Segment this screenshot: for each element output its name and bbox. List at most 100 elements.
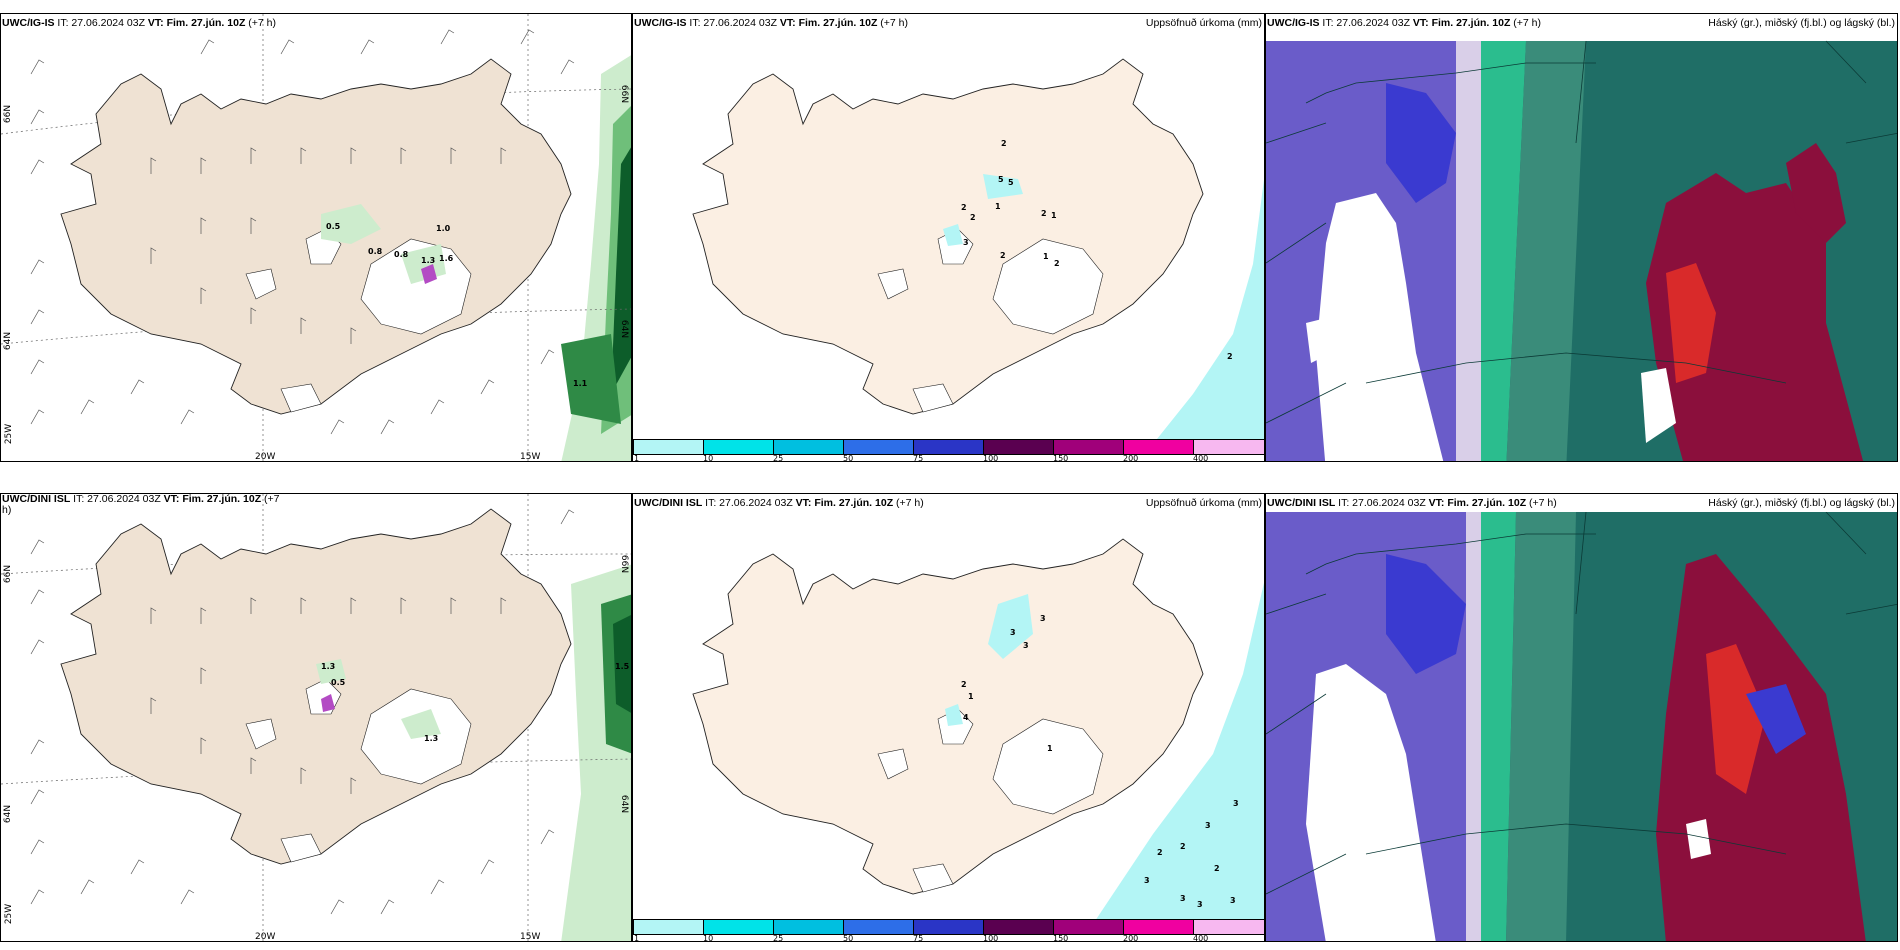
lat-label-66n: 66N [3, 104, 14, 124]
lon-label-15w: 15W [520, 452, 541, 462]
legend-swatch [913, 439, 984, 455]
init-time: IT: 27.06.2024 03Z [57, 17, 145, 29]
legend-swatch [633, 439, 704, 455]
legend-swatch [983, 919, 1054, 935]
precip-legend: 1 10 25 50 75 100 150 200 400 [633, 439, 1264, 461]
legend-swatch [773, 439, 844, 455]
precip-value: 3 [963, 238, 969, 247]
precip-value: 1.3 [424, 734, 439, 743]
panel-header: UWC/DINI ISL IT: 27.06.2024 03Z VT: Fim.… [1267, 497, 1557, 509]
legend-swatch [843, 439, 914, 455]
lon-label-20w: 20W [255, 452, 276, 462]
legend-swatch [703, 919, 774, 935]
init-time: IT: 27.06.2024 03Z [1338, 497, 1426, 509]
legend-swatch [633, 919, 704, 935]
precip-value: 1.3 [421, 256, 436, 265]
precip-value: 1 [1043, 252, 1049, 261]
panel-top-left-wind-map: UWC/IG-IS IT: 27.06.2024 03Z VT: Fim. 27… [0, 13, 632, 462]
lat-label-64n-right: 64N [619, 319, 630, 339]
cloud-map-graphic [1266, 512, 1897, 941]
lead-time-cont: h) [2, 504, 12, 516]
legend-tick: 75 [913, 934, 924, 942]
precip-value: 0.8 [394, 250, 409, 259]
wind-barbs [30, 509, 575, 915]
lat-label-64n: 64N [3, 331, 14, 351]
wind-map-graphic [1, 494, 631, 941]
legend-tick: 1 [634, 454, 640, 462]
panel-header: UWC/IG-IS IT: 27.06.2024 03Z VT: Fim. 27… [2, 17, 276, 29]
precip-value: 3 [1205, 821, 1211, 830]
precip-value: 2 [1227, 352, 1233, 361]
valid-time: VT: Fim. 27.jún. 10Z [147, 17, 246, 29]
legend-tick: 150 [1053, 934, 1069, 942]
legend-tick: 75 [913, 454, 924, 462]
legend-swatch [1123, 919, 1194, 935]
precip-value: 3 [1197, 900, 1203, 909]
precip-legend: 1 10 25 50 75 100 150 200 400 [633, 919, 1264, 941]
legend-tick: 200 [1123, 454, 1139, 462]
legend-tick: 100 [983, 454, 999, 462]
precip-value: 2 [1041, 209, 1047, 218]
panel-bottom-mid-precip-map: UWC/DINI ISL IT: 27.06.2024 03Z VT: Fim.… [632, 493, 1265, 942]
legend-tick: 150 [1053, 454, 1069, 462]
init-time: IT: 27.06.2024 03Z [1322, 17, 1410, 29]
field-title: Uppsöfnuð úrkoma (mm) [1145, 497, 1262, 509]
valid-time: VT: Fim. 27.jún. 10Z [163, 493, 262, 505]
lon-label-20w: 20W [255, 932, 276, 942]
precip-value: 1.6 [439, 254, 454, 263]
valid-time: VT: Fim. 27.jún. 10Z [795, 497, 894, 509]
lat-label-64n-right: 64N [619, 794, 630, 814]
field-title: Háský (gr.), miðský (fj.bl.) og lágský (… [1708, 497, 1895, 509]
legend-tick: 50 [843, 454, 854, 462]
precip-value: 3 [1023, 641, 1029, 650]
panel-top-mid-precip-map: UWC/IG-IS IT: 27.06.2024 03Z VT: Fim. 27… [632, 13, 1265, 462]
lon-label-25w: 25W [4, 423, 15, 445]
lead-time: (+7 [264, 493, 280, 505]
precip-value: 2 [1180, 842, 1186, 851]
precip-value: 3 [1010, 628, 1016, 637]
precip-value: 1.3 [321, 662, 336, 671]
precip-value: 2 [970, 213, 976, 222]
field-title: Háský (gr.), miðský (fj.bl.) og lágský (… [1708, 17, 1895, 29]
model-name: UWC/DINI ISL [1267, 497, 1336, 509]
init-time: IT: 27.06.2024 03Z [705, 497, 793, 509]
lat-label-66n: 66N [3, 564, 14, 584]
precip-value: 1.1 [573, 379, 588, 388]
precip-value: 2 [961, 680, 967, 689]
precip-value: 1.0 [436, 224, 451, 233]
precip-value: 1 [995, 202, 1001, 211]
precip-value: 4 [963, 713, 969, 722]
precip-value: 3 [1180, 894, 1186, 903]
legend-swatch [983, 439, 1054, 455]
model-name: UWC/IG-IS [2, 17, 55, 29]
legend-swatch [1193, 439, 1264, 455]
wind-map-graphic [1, 14, 631, 461]
legend-tick: 100 [983, 934, 999, 942]
precip-value: 2 [1000, 251, 1006, 260]
panel-header: UWC/IG-IS IT: 27.06.2024 03Z VT: Fim. 27… [1267, 17, 1541, 29]
model-name: UWC/IG-IS [634, 17, 687, 29]
precip-value: 0.5 [326, 222, 341, 231]
legend-tick: 25 [773, 934, 784, 942]
panel-top-right-cloud-map: UWC/IG-IS IT: 27.06.2024 03Z VT: Fim. 27… [1265, 13, 1898, 462]
panel-header: UWC/IG-IS IT: 27.06.2024 03Z VT: Fim. 27… [634, 17, 908, 29]
cloud-map-graphic [1266, 40, 1897, 461]
legend-swatch [843, 919, 914, 935]
lon-label-25w: 25W [4, 903, 15, 925]
precip-value: 2 [961, 203, 967, 212]
legend-tick: 10 [703, 454, 714, 462]
precip-value: 3 [1230, 896, 1236, 905]
legend-tick: 1 [634, 934, 640, 942]
lat-label-66n-right: 66N [619, 84, 630, 104]
panel-bottom-right-cloud-map: UWC/DINI ISL IT: 27.06.2024 03Z VT: Fim.… [1265, 493, 1898, 942]
precip-map-graphic [692, 538, 1264, 924]
precip-value: 1 [968, 692, 974, 701]
model-name: UWC/IG-IS [1267, 17, 1320, 29]
legend-swatch [913, 919, 984, 935]
precip-value: 5 [998, 175, 1004, 184]
model-name: UWC/DINI ISL [2, 493, 71, 505]
lead-time: (+7 h) [880, 17, 909, 29]
lat-label-64n: 64N [3, 804, 14, 824]
precip-value: 3 [1040, 614, 1046, 623]
panel-header: UWC/DINI ISL IT: 27.06.2024 03Z VT: Fim.… [2, 494, 302, 516]
